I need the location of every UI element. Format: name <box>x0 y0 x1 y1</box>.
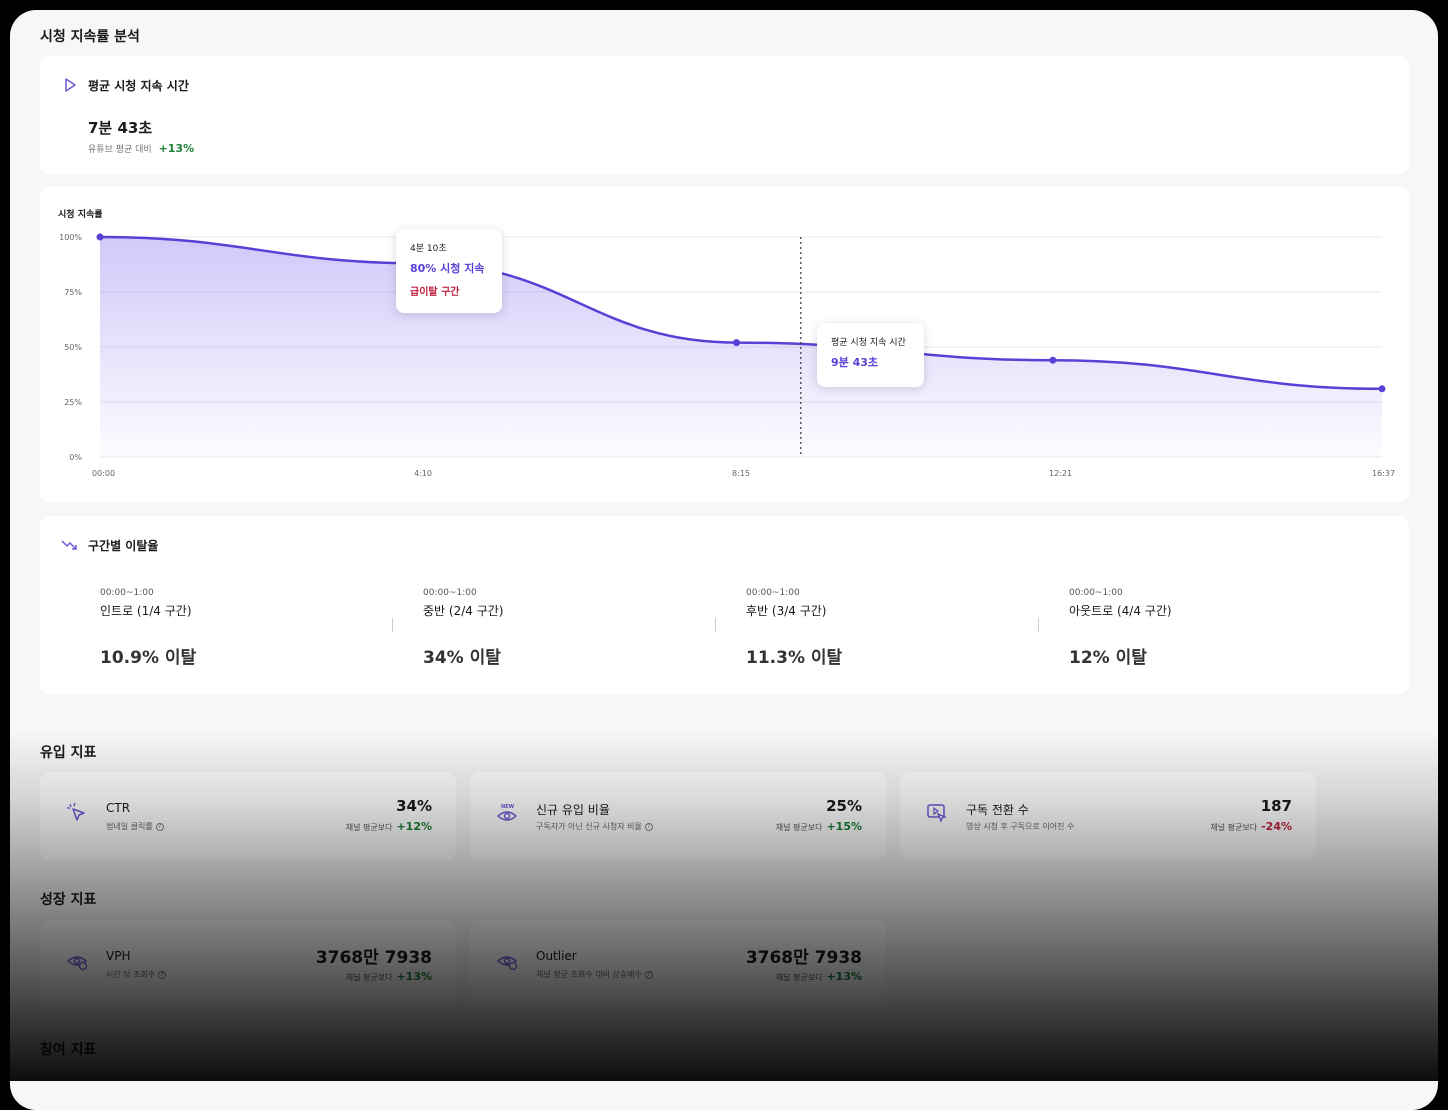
help-icon[interactable]: ? <box>644 822 653 831</box>
metric-desc: 영상 시청 후 구독으로 이어진 수 <box>966 822 1075 831</box>
segment-range: 00:00~1:00 <box>423 588 477 598</box>
metric-card-vph[interactable]: VPH 시간 당 조회수? 3768만 7938 채널 평균보다 +13% <box>40 920 456 1008</box>
metric-delta: +13% <box>826 970 862 983</box>
play-icon <box>57 72 83 98</box>
dropoff-segment: 00:00~1:00 아웃트로 (4/4 구간) 12% 이탈 <box>1069 588 1172 668</box>
dropoff-segment: 00:00~1:00 중반 (2/4 구간) 34% 이탈 <box>423 588 503 668</box>
segment-value: 12% 이탈 <box>1069 648 1147 668</box>
segment-value: 11.3% 이탈 <box>746 648 843 668</box>
eye-clock-icon <box>66 950 88 976</box>
x-tick-label: 4:10 <box>414 469 432 478</box>
metric-delta: +12% <box>396 820 432 833</box>
metric-value: 3768만 7938 <box>745 948 862 968</box>
metric-delta: +15% <box>826 820 862 833</box>
x-tick-label: 16:37 <box>1372 469 1396 478</box>
avg-watch-delta: +13% <box>158 142 195 155</box>
avg-watch-title: 평균 시청 지속 시간 <box>88 79 189 93</box>
segment-name: 중반 (2/4 구간) <box>423 604 504 618</box>
metric-desc: 시간 당 조회수 <box>106 970 156 979</box>
segment-divider <box>392 618 393 632</box>
help-icon[interactable]: ? <box>155 822 164 831</box>
metric-value: 25% <box>826 797 862 815</box>
help-icon[interactable]: ? <box>158 970 167 979</box>
drop-tooltip-flag: 급이탈 구간 <box>410 287 460 298</box>
metric-delta: +13% <box>396 970 432 983</box>
metric-compare-label: 채널 평균보다 <box>1210 823 1258 832</box>
x-tick-label: 00:00 <box>92 469 116 478</box>
y-tick-label: 100% <box>59 233 82 242</box>
y-tick-label: 0% <box>69 453 82 462</box>
retention-chart-card: 시청 지속률 100% 75% 50% 25% 0% 00:00 4:10 8:… <box>40 187 1409 502</box>
data-point[interactable] <box>1049 356 1057 364</box>
segment-divider <box>715 618 716 632</box>
metric-title: 신규 유입 비율 <box>536 803 610 817</box>
chart-title: 시청 지속률 <box>58 210 103 220</box>
y-tick-label: 50% <box>64 343 82 352</box>
help-icon[interactable]: ? <box>644 970 653 979</box>
avg-tooltip-label: 평균 시청 지속 시간 <box>831 338 906 348</box>
metric-desc: 채널 평균 조회수 대비 상승배수 <box>536 970 642 979</box>
retention-section-title: 시청 지속률 분석 <box>40 29 140 45</box>
eye-clock-icon <box>496 950 518 976</box>
metric-title: Outlier <box>536 949 577 963</box>
data-point[interactable] <box>96 233 104 241</box>
metric-compare-label: 채널 평균보다 <box>775 973 823 982</box>
avg-tooltip: 평균 시청 지속 시간 9분 43초 <box>817 323 924 387</box>
engagement-section-title: 참여 지표 <box>40 1042 97 1058</box>
dashboard-frame: 시청 지속률 분석 평균 시청 지속 시간 7분 43초 유튜브 평균 대비 +… <box>10 10 1438 1110</box>
segment-divider <box>1038 618 1039 632</box>
metric-desc: 썸네일 클릭률 <box>106 822 153 831</box>
avg-watch-card: 평균 시청 지속 시간 7분 43초 유튜브 평균 대비 +13% <box>40 56 1409 174</box>
metric-card-sub-conversion[interactable]: 구독 전환 수 영상 시청 후 구독으로 이어진 수 187 채널 평균보다 -2… <box>900 772 1316 860</box>
trend-down-icon <box>57 532 83 558</box>
segment-value: 34% 이탈 <box>423 648 501 668</box>
metric-card-ctr[interactable]: CTR 썸네일 클릭률? 34% 채널 평균보다 +12% <box>40 772 456 860</box>
data-point[interactable] <box>732 339 740 347</box>
segment-name: 후반 (3/4 구간) <box>746 604 827 618</box>
segment-value: 10.9% 이탈 <box>100 648 197 668</box>
growth-section-title: 성장 지표 <box>40 892 97 908</box>
metric-value: 3768만 7938 <box>315 948 432 968</box>
dropoff-card: 구간별 이탈율 00:00~1:00 인트로 (1/4 구간) 10.9% 이탈… <box>40 516 1409 694</box>
dropoff-segment: 00:00~1:00 후반 (3/4 구간) 11.3% 이탈 <box>746 588 842 668</box>
segment-range: 00:00~1:00 <box>746 588 800 598</box>
metric-compare-label: 채널 평균보다 <box>775 823 823 832</box>
video-cursor-icon <box>926 802 948 828</box>
metric-delta: -24% <box>1261 820 1292 833</box>
metric-value: 34% <box>396 797 432 815</box>
metric-card-outlier[interactable]: Outlier 채널 평균 조회수 대비 상승배수? 3768만 7938 채널… <box>470 920 886 1008</box>
avg-watch-compare-label: 유튜브 평균 대비 <box>88 145 152 155</box>
drop-tooltip: 4분 10초 80% 시청 지속 급이탈 구간 <box>396 229 502 313</box>
data-point[interactable] <box>1378 385 1386 393</box>
metric-value: 187 <box>1260 797 1292 815</box>
segment-range: 00:00~1:00 <box>100 588 154 598</box>
metric-compare-label: 채널 평균보다 <box>345 823 393 832</box>
metric-title: 구독 전환 수 <box>966 803 1029 817</box>
cursor-click-icon <box>66 802 88 828</box>
metric-title: CTR <box>106 801 131 815</box>
segment-name: 아웃트로 (4/4 구간) <box>1069 604 1172 618</box>
drop-tooltip-retention: 80% 시청 지속 <box>410 262 485 275</box>
dropoff-segment: 00:00~1:00 인트로 (1/4 구간) 10.9% 이탈 <box>100 588 196 668</box>
metric-compare-label: 채널 평균보다 <box>345 973 393 982</box>
metric-desc: 구독자가 아닌 신규 시청자 비율 <box>536 822 642 831</box>
segment-range: 00:00~1:00 <box>1069 588 1123 598</box>
metric-card-new-ratio[interactable]: NEW 신규 유입 비율 구독자가 아닌 신규 시청자 비율? 25% 채널 평… <box>470 772 886 860</box>
svg-text:NEW: NEW <box>501 804 515 810</box>
x-tick-label: 12:21 <box>1049 469 1073 478</box>
segment-name: 인트로 (1/4 구간) <box>100 604 192 618</box>
x-tick-label: 8:15 <box>732 469 750 478</box>
new-eye-icon: NEW <box>496 802 518 828</box>
y-tick-label: 75% <box>64 288 82 297</box>
y-tick-label: 25% <box>64 398 82 407</box>
retention-chart <box>96 233 1386 458</box>
metric-title: VPH <box>106 949 131 963</box>
avg-tooltip-value: 9분 43초 <box>831 356 879 369</box>
inflow-section-title: 유입 지표 <box>40 745 97 761</box>
avg-watch-value: 7분 43초 <box>88 119 153 137</box>
dropoff-title: 구간별 이탈율 <box>88 539 159 553</box>
drop-tooltip-time: 4분 10초 <box>410 244 447 254</box>
